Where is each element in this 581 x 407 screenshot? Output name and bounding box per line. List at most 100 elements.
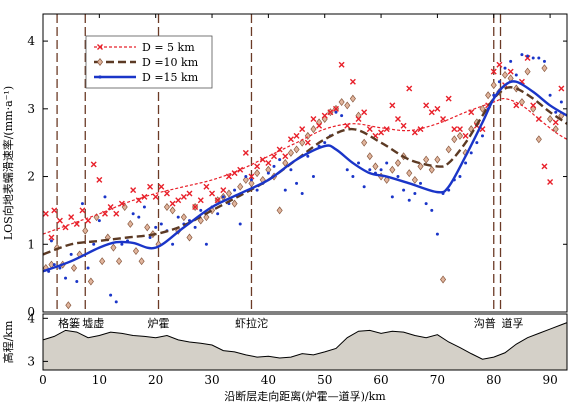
data-point-d10 [411,175,418,184]
place-label: 虾拉沱 [235,316,268,330]
data-point-d15 [458,175,462,179]
data-point-d5 [338,61,345,68]
data-point-d15 [109,293,113,297]
x-tick-label: 40 [261,373,276,387]
data-point-d10 [366,152,373,161]
legend-label: D =15 km [142,71,199,84]
data-point-d5 [394,115,401,122]
data-point-d5 [242,149,249,156]
data-point-d10 [485,91,492,100]
main-plot-frame [42,13,568,313]
data-point-d10 [132,247,140,256]
data-point-d15 [131,212,135,216]
data-point-d5 [451,126,458,133]
data-point-d5 [209,190,216,197]
data-point-d15 [216,212,220,216]
data-point-d15 [435,232,439,236]
data-point-d10 [99,257,106,266]
data-point-d10 [547,115,554,123]
data-point-d10 [186,233,193,242]
data-point-d15 [300,191,304,195]
data-point-d5 [287,136,294,143]
data-point-d5 [490,68,497,75]
data-point-d10 [428,165,435,174]
data-point-d15 [92,242,96,246]
data-point-d10 [231,199,238,208]
x-tick-label: 90 [542,373,557,387]
x-tick-label: 50 [317,373,332,387]
data-point-d15 [351,175,355,179]
data-point-d10 [406,169,413,178]
fit-curve-d5 [42,97,568,235]
x-tick-label: 70 [430,373,445,387]
data-point-d15 [526,54,530,58]
data-point-d15 [542,59,546,63]
data-point-d5 [197,197,204,204]
data-point-d15 [193,225,197,229]
data-point-d10 [127,219,134,228]
data-point-d5 [231,170,238,177]
data-point-d15 [159,222,163,226]
data-point-d10 [417,162,424,171]
legend: D = 5 km D =10 km D =15 km [85,35,213,89]
data-point-d5 [417,126,424,133]
data-point-d5 [51,207,58,214]
data-point-d15 [295,181,299,185]
data-point-d15 [199,208,203,212]
data-point-d5 [276,146,283,153]
data-point-d15 [497,80,501,84]
data-point-d15 [278,158,282,162]
data-point-d5 [73,220,80,227]
data-point-d15 [69,252,73,256]
data-point-d10 [197,216,204,225]
data-point-d5 [169,200,176,207]
data-point-d5 [175,197,182,204]
data-point-d5 [462,132,469,139]
axes-frames [42,13,568,371]
elevation-chart: 3 4 高程/km [1,311,568,370]
data-point-d15 [306,154,310,158]
data-point-d15 [334,110,338,114]
data-point-d5 [316,122,323,129]
data-point-d10 [310,125,317,134]
data-point-d15 [289,168,293,172]
data-point-d15 [345,168,349,172]
x-tick-label: 20 [148,373,163,387]
data-point-d15 [379,168,383,172]
elevation-y-tick-label: 3 [27,354,35,368]
place-label: 墟虚 [82,317,104,330]
data-point-d15 [520,53,524,57]
x-tick-label: 80 [486,373,501,387]
data-point-d15 [58,266,62,270]
x-tick-label: 30 [204,373,219,387]
data-point-d10 [518,98,525,107]
place-label: 道孚 [502,316,524,330]
legend-label: D =10 km [142,56,199,69]
data-point-d15 [531,56,535,60]
data-point-d5 [411,129,418,136]
data-point-d10 [163,203,170,211]
data-point-d10 [248,179,255,188]
data-point-d10 [87,277,94,286]
data-point-d15 [283,188,287,192]
data-point-d5 [90,161,97,168]
data-point-d15 [142,205,146,209]
elevation-line [42,322,568,360]
data-point-d15 [80,202,84,206]
data-point-d10 [451,135,458,144]
data-point-d15 [249,178,253,182]
data-point-d15 [233,188,237,192]
legend-label: D = 5 km [142,41,195,54]
data-point-d10 [70,264,78,272]
data-point-d5 [366,126,373,133]
data-point-d15 [120,242,124,246]
data-point-d5 [530,102,537,109]
data-point-d10 [490,81,497,90]
data-point-d5 [101,210,108,217]
data-point-d15 [114,300,118,304]
data-point-d5 [378,129,385,136]
data-point-d15 [272,164,276,168]
data-point-d5 [96,176,103,183]
data-point-d15 [176,215,180,219]
y-tick-label: 0 [27,305,35,319]
